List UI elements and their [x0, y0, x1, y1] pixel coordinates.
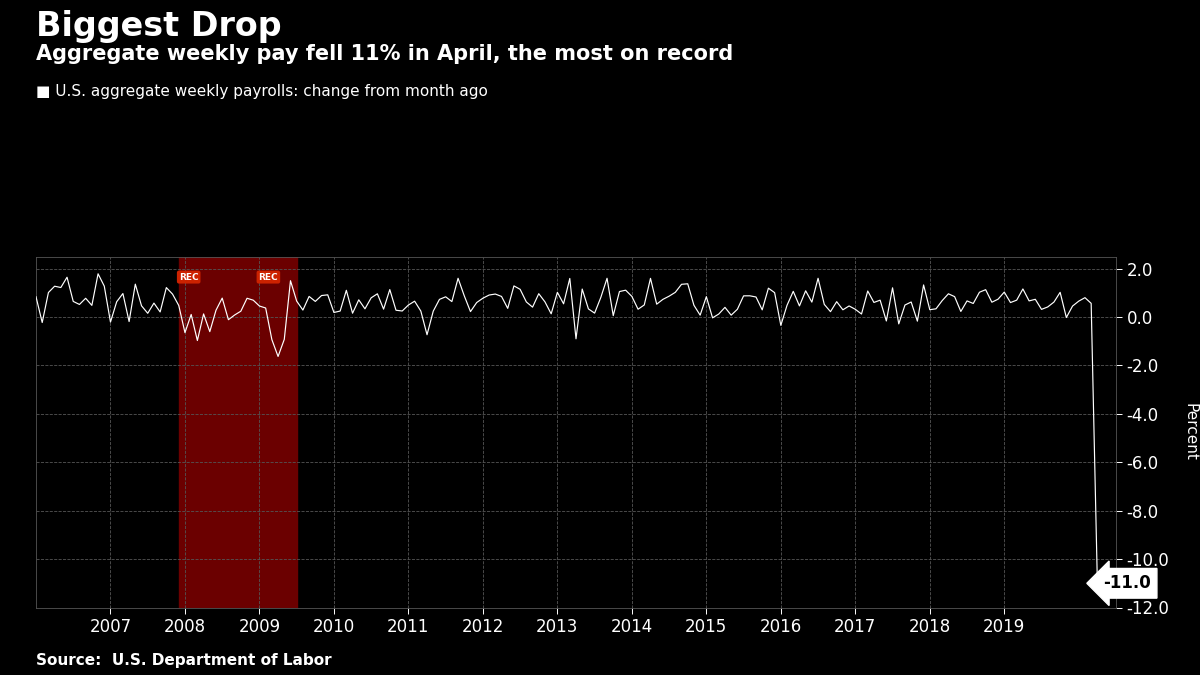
Text: Biggest Drop: Biggest Drop [36, 10, 282, 43]
Text: REC: REC [258, 273, 278, 281]
Y-axis label: Percent: Percent [1182, 403, 1198, 461]
Text: REC: REC [179, 273, 198, 281]
Text: -11.0: -11.0 [1103, 574, 1151, 592]
Text: Source:  U.S. Department of Labor: Source: U.S. Department of Labor [36, 653, 331, 668]
Bar [179, 256, 296, 608]
Text: Aggregate weekly pay fell 11% in April, the most on record: Aggregate weekly pay fell 11% in April, … [36, 44, 733, 64]
Text: ■ U.S. aggregate weekly payrolls: change from month ago: ■ U.S. aggregate weekly payrolls: change… [36, 84, 488, 99]
